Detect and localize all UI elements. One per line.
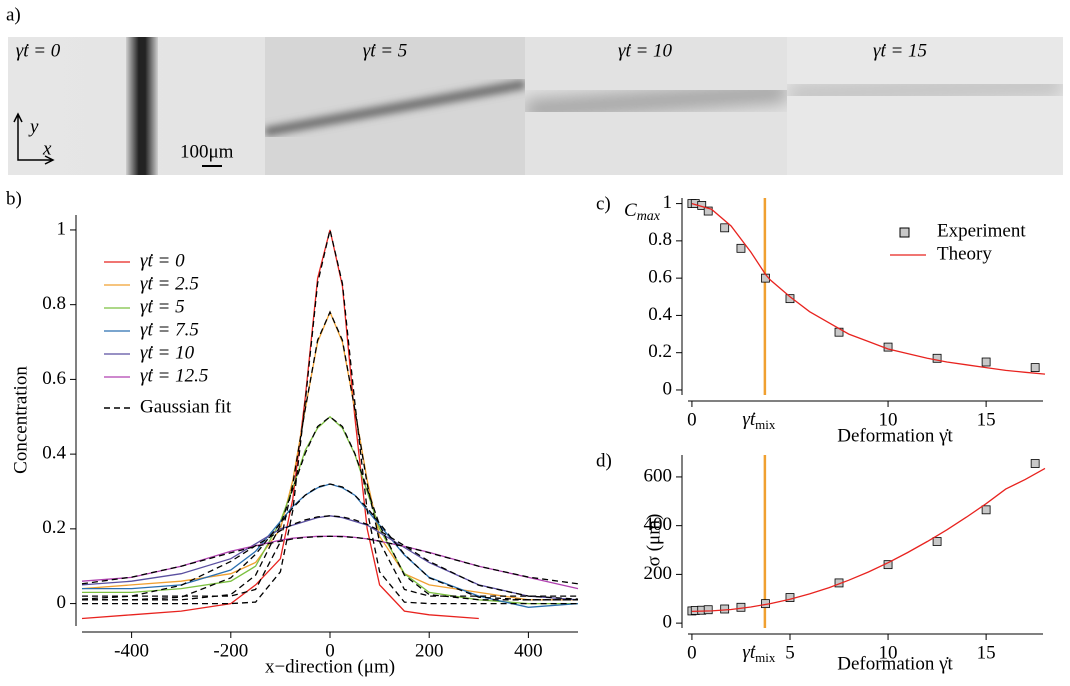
fit-line [82, 310, 578, 597]
chart: 0 0.2 0.4 0.6 0.8 1 -400 -200 0 200 400 b) x−directi… [6, 188, 579, 677]
stripe [525, 83, 787, 119]
x-tick-label: 15 [977, 409, 996, 430]
chart: 0 200 400 600 0 5 10 15 γ̇tmix d) σ (μm) Deformatio… [596, 450, 1046, 674]
frame-label: γ̇t = 0 [16, 40, 61, 61]
marker [932, 353, 942, 363]
legend-label: γ̇t = 12.5 [140, 365, 208, 386]
legend-label: γ̇t = 7.5 [140, 319, 199, 340]
x-tick-label: 200 [415, 640, 444, 661]
mix-label: γ̇tmix [742, 642, 775, 665]
axes-arrows [13, 112, 55, 165]
fit-line [81, 535, 579, 585]
y-tick-label: 0 [663, 378, 673, 399]
stripe [265, 79, 525, 137]
y-tick-label: 0.2 [42, 517, 66, 538]
series-line [81, 229, 479, 620]
mix-label: γ̇tmix [742, 409, 775, 432]
y-tick-label: 1 [57, 218, 67, 239]
legend-label: γ̇t = 5 [140, 296, 185, 317]
legend-label: γ̇t = 2.5 [140, 273, 199, 294]
marker [981, 357, 991, 367]
fit-line [82, 483, 578, 601]
legend-marker [899, 227, 910, 238]
x-tick-label: -200 [213, 640, 248, 661]
axis-letter: y [28, 116, 39, 137]
x-tick-label: 15 [977, 642, 996, 663]
series-line [691, 202, 1046, 375]
series-line [82, 415, 578, 605]
x-tick-label: 0 [687, 642, 697, 663]
y-tick-label: 0.2 [648, 341, 672, 362]
mix-label-sub: mix [755, 650, 776, 665]
panel-label: b) [6, 188, 22, 209]
y-tick-label: 1 [663, 192, 673, 213]
x-tick-label: 5 [785, 642, 795, 663]
y-tick-label: 0.8 [42, 293, 66, 314]
marker [785, 294, 795, 304]
marker [720, 223, 730, 233]
y-axis-label: σ (μm) [643, 514, 664, 567]
x-tick-label: 0 [687, 409, 697, 430]
marker [720, 604, 730, 614]
x-tick-label: 0 [325, 640, 335, 661]
axis-letter: x [42, 138, 52, 159]
y-tick-label: 0.6 [42, 368, 66, 389]
series-line [82, 483, 579, 608]
frame-label: γ̇t = 15 [873, 40, 927, 61]
panel-label: d) [596, 450, 612, 471]
scale-bar-label: 100μm [180, 141, 234, 162]
x-axis-label: Deformation γ̇t [837, 653, 953, 674]
marker [1030, 363, 1040, 373]
legend-label: γ̇t = 10 [140, 342, 195, 363]
y-axis-label-sub: max [637, 209, 661, 224]
y-tick-label: 0.4 [648, 304, 672, 325]
y-tick-label: 400 [644, 514, 673, 535]
stripe [787, 72, 1063, 108]
legend-label: γ̇t = 0 [140, 250, 185, 271]
panel-label: c) [596, 193, 611, 214]
y-tick-label: 0.8 [648, 229, 672, 250]
marker [981, 505, 991, 515]
y-tick-label: 0.6 [648, 267, 672, 288]
x-tick-label: -400 [114, 640, 149, 661]
y-axis-label: Concentration [10, 366, 31, 474]
y-axis-label-main: C [624, 200, 637, 221]
legend-label: Gaussian fit [140, 396, 232, 417]
series-line [81, 535, 579, 590]
y-tick-label: 0 [57, 592, 67, 613]
marker [736, 243, 746, 253]
x-tick-label: 10 [879, 409, 898, 430]
marker [1030, 459, 1040, 468]
marker [932, 537, 942, 546]
panel-label: a) [6, 4, 21, 25]
x-tick-label: 10 [879, 642, 898, 663]
frame-label: γ̇t = 5 [363, 40, 408, 61]
marker [703, 605, 713, 615]
y-tick-label: 0 [663, 611, 673, 632]
y-tick-label: 0.4 [42, 442, 66, 463]
y-axis-label: Cmax [624, 200, 661, 224]
stripe [126, 37, 158, 175]
mix-label-main: γ̇t [742, 409, 755, 430]
x-axis-label: Deformation γ̇t [837, 425, 953, 446]
y-tick-label: 600 [644, 465, 673, 486]
y-tick-label: 200 [644, 563, 673, 584]
series-line [691, 467, 1046, 613]
legend-label: Experiment [937, 220, 1026, 241]
frame-label: γ̇t = 10 [618, 40, 673, 61]
mix-label-main: γ̇t [742, 642, 755, 663]
legend-label: Theory [937, 243, 992, 264]
x-tick-label: 400 [514, 640, 543, 661]
fit-line [81, 515, 579, 600]
mix-label-sub: mix [755, 417, 776, 432]
marker [703, 206, 713, 216]
panel-a: a) γ̇t = 0 γ̇t = 5 γ̇t = 10 γ̇t = 15 100… [6, 4, 1063, 175]
x-axis-label: x−direction (μm) [265, 656, 395, 677]
series-line [81, 515, 579, 601]
